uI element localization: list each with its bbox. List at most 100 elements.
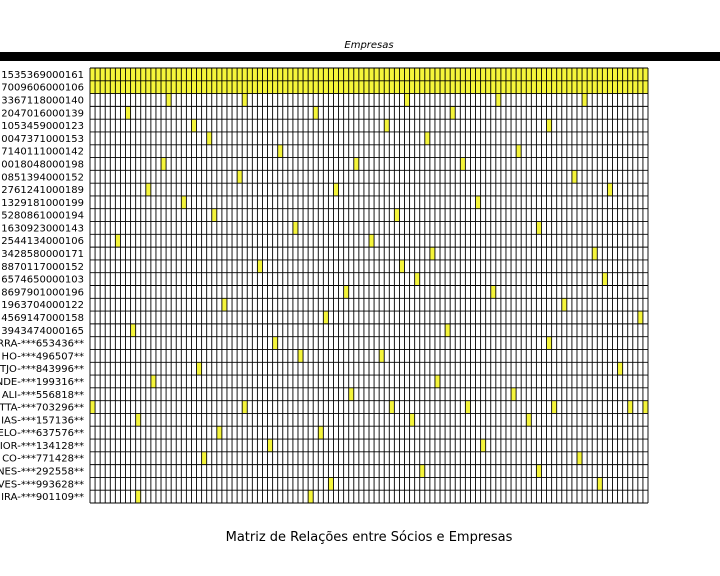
matrix-cell: [333, 80, 339, 94]
matrix-cell: [247, 80, 253, 94]
matrix-cell: [363, 68, 369, 81]
matrix-cell: [566, 68, 572, 81]
matrix-cell: [292, 68, 298, 81]
matrix-cell: [206, 131, 212, 145]
matrix-cell: [445, 323, 451, 337]
matrix-cell: [130, 80, 136, 94]
matrix-cell: [404, 93, 410, 107]
matrix-cell: [323, 80, 329, 94]
row-label: CO-***771428**: [2, 454, 84, 465]
matrix-cell: [328, 477, 334, 491]
matrix-cell: [505, 68, 512, 81]
matrix-cell: [338, 80, 344, 94]
matrix-cell: [384, 80, 390, 94]
matrix-cell: [343, 285, 349, 299]
matrix-cell: [135, 68, 141, 81]
matrix-cell: [242, 93, 248, 107]
matrix-cell: [272, 68, 278, 81]
matrix-cell: [627, 68, 633, 81]
matrix-cell: [379, 68, 385, 81]
row-label: 8870117000152: [1, 262, 84, 273]
row-label: 6574650000103: [1, 275, 84, 286]
matrix-cell: [445, 80, 451, 94]
matrix-cell: [328, 80, 334, 94]
matrix-cell: [434, 80, 441, 94]
matrix-cell: [419, 80, 425, 94]
matrix-cell: [186, 68, 192, 81]
matrix-cell: [490, 68, 496, 81]
matrix-cell: [145, 80, 151, 94]
matrix-cell: [617, 362, 623, 376]
matrix-cell: [480, 439, 486, 452]
matrix-cell: [521, 68, 527, 81]
matrix-cell: [135, 413, 141, 427]
matrix-cell: [191, 68, 197, 81]
matrix-cell: [485, 68, 491, 81]
matrix-cell: [242, 80, 248, 94]
matrix-cell: [637, 68, 643, 81]
matrix-cell: [303, 80, 309, 94]
matrix-cell: [211, 208, 217, 222]
matrix-cell: [495, 93, 501, 107]
matrix-cell: [551, 80, 557, 94]
matrix-cell: [166, 93, 172, 107]
matrix-cell: [511, 80, 517, 94]
matrix-cell: [465, 400, 471, 414]
matrix-cell: [348, 80, 354, 94]
matrix-cell: [333, 68, 339, 81]
matrix-cell: [460, 80, 466, 94]
matrix-cell: [460, 157, 466, 171]
matrix-cell: [460, 68, 466, 81]
matrix-cell: [257, 68, 263, 81]
row-label: ALI-***556818**: [2, 390, 84, 401]
matrix-cell: [485, 80, 491, 94]
matrix-cell: [343, 80, 349, 94]
matrix-cell: [607, 68, 613, 81]
row-label: 0047371000153: [1, 134, 84, 145]
matrix-cell: [272, 336, 278, 350]
matrix-cell: [95, 68, 101, 81]
matrix-cell: [465, 80, 471, 94]
row-label: 1630923000143: [1, 223, 84, 234]
matrix-cell: [495, 80, 501, 94]
matrix-cell: [450, 106, 456, 120]
matrix-cell: [429, 68, 435, 81]
matrix-cell: [379, 349, 385, 363]
matrix-cell: [490, 285, 496, 299]
matrix-cell: [582, 80, 588, 94]
matrix-cell: [318, 68, 324, 81]
matrix-cell: [287, 68, 293, 81]
row-label: 1329181000199: [1, 198, 84, 209]
row-label: 0851394000152: [1, 172, 84, 183]
matrix-cell: [353, 157, 359, 171]
matrix-cell: [150, 80, 156, 94]
matrix-cell: [90, 80, 96, 94]
matrix-cell: [632, 80, 638, 94]
matrix-cell: [181, 195, 187, 209]
matrix-cell: [161, 80, 167, 94]
matrix-cell: [582, 68, 588, 81]
matrix-cell: [308, 80, 314, 94]
matrix-cell: [536, 80, 542, 94]
chart-subtitle: Empresas: [344, 40, 393, 51]
matrix-cell: [424, 80, 430, 94]
matrix-cell: [115, 234, 121, 248]
matrix-cell: [145, 68, 151, 81]
matrix-cell: [333, 183, 339, 196]
matrix-cell: [571, 80, 577, 94]
matrix-cell: [571, 68, 577, 81]
matrix-cell: [272, 80, 278, 94]
matrix-cell: [612, 80, 618, 94]
matrix-cell: [257, 80, 263, 94]
matrix-cell: [475, 195, 481, 209]
matrix-cell: [125, 68, 131, 81]
matrix-cell: [216, 80, 222, 94]
matrix-cell: [374, 80, 380, 94]
matrix-cell: [642, 400, 648, 414]
row-label: 2544134000106: [1, 236, 84, 247]
chart-title: Matriz de Relações entre Sócios e Empres…: [226, 530, 513, 545]
matrix-cell: [211, 68, 217, 81]
matrix-cell: [237, 80, 243, 94]
matrix-cell: [450, 80, 456, 94]
